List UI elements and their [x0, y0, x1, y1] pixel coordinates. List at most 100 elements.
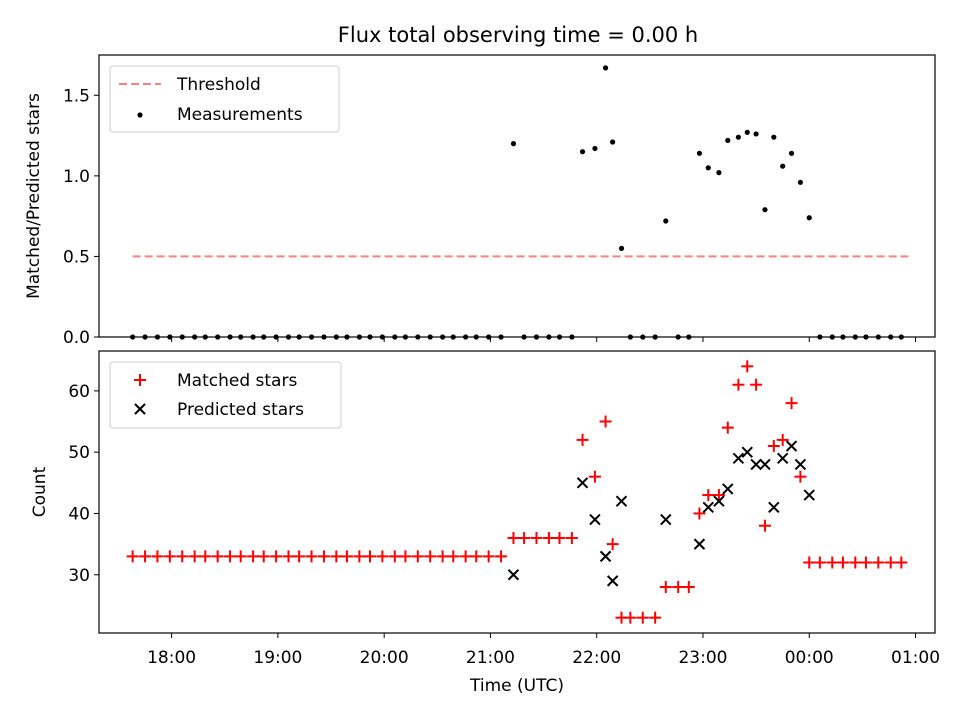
- ratio-y-axis-label: Matched/Predicted stars: [24, 93, 44, 299]
- measurement-point: [618, 245, 625, 251]
- matched-star-point: [624, 611, 637, 624]
- measurement-point: [179, 334, 185, 340]
- measurement-point: [627, 334, 633, 340]
- measurement-point: [379, 334, 385, 340]
- measurement-point: [705, 165, 711, 171]
- matched-star-point: [803, 556, 816, 569]
- matched-star-point: [767, 440, 780, 453]
- matched-star-point: [636, 611, 649, 624]
- predicted-star-point: [759, 458, 771, 471]
- predicted-star-point: [768, 501, 780, 514]
- measurement-point: [473, 334, 479, 340]
- matched-star-point: [672, 581, 685, 594]
- measurement-point: [863, 334, 869, 340]
- matched-star-point: [376, 550, 389, 563]
- matched-star-point: [459, 550, 472, 563]
- measurement-point: [888, 334, 894, 340]
- measurement-point: [771, 134, 777, 140]
- matched-star-point: [482, 550, 495, 563]
- ratio-legend: Threshold Measurements: [109, 65, 340, 133]
- predicted-star-point: [589, 513, 601, 526]
- matched-star-point: [447, 550, 460, 563]
- measurement-point: [797, 179, 803, 185]
- measurement-point: [367, 334, 373, 340]
- matched-star-point: [234, 550, 247, 563]
- matched-star-point: [849, 556, 862, 569]
- predicted-star-point: [794, 458, 807, 471]
- matched-star-point: [712, 489, 725, 502]
- measurement-point: [675, 334, 681, 340]
- measurement-point: [167, 334, 173, 340]
- count-x-tick-label: 21:00: [466, 648, 515, 668]
- measurement-point: [333, 334, 339, 340]
- measurement-point: [450, 334, 456, 340]
- matched-star-point: [495, 550, 508, 563]
- measurement-point: [716, 170, 722, 176]
- measurement-point: [130, 334, 136, 340]
- measurement-point: [898, 334, 904, 340]
- matched-star-point: [507, 531, 520, 544]
- predicted-star-point: [803, 489, 815, 501]
- measurement-point: [875, 334, 881, 340]
- matched-star-point: [176, 550, 189, 563]
- measurement-point: [463, 334, 469, 340]
- measurement-point: [640, 334, 646, 340]
- matched-star-point: [388, 550, 401, 563]
- matched-star-point: [884, 556, 897, 569]
- x-axis-label: Time (UTC): [469, 676, 564, 696]
- predicted-legend-swatch: [134, 403, 146, 415]
- measurement-point: [556, 334, 563, 340]
- measurement-point: [806, 215, 812, 221]
- matched-star-point: [340, 550, 353, 563]
- measurement-point: [273, 334, 279, 340]
- predicted-star-point: [785, 440, 798, 452]
- matched-star-point: [606, 538, 619, 551]
- predicted-star-point: [776, 452, 789, 464]
- ratio-y-tick-label: 0.0: [63, 328, 90, 348]
- measurement-point: [546, 334, 552, 340]
- matched-legend-swatch: [134, 374, 146, 386]
- matched-star-point: [411, 550, 424, 563]
- ratio-y-tick-label: 1.0: [63, 167, 90, 187]
- measurement-point: [498, 334, 504, 340]
- measurement-point: [744, 129, 750, 135]
- ratio-y-tick-label: 0.5: [63, 247, 90, 267]
- matched-stars-points: [126, 360, 908, 624]
- threshold-legend-label: Threshold: [176, 75, 261, 95]
- measurement-point: [753, 131, 759, 137]
- count-x-tick-label: 01:00: [891, 648, 940, 668]
- matched-star-point: [163, 550, 176, 563]
- matched-star-point: [565, 531, 578, 544]
- measurement-point: [829, 334, 835, 340]
- chart-title: Flux total observing time = 0.00 h: [338, 23, 698, 47]
- measurement-point: [725, 137, 731, 144]
- matched-star-point: [741, 360, 754, 373]
- matched-star-point: [199, 550, 212, 563]
- predicted-star-point: [615, 495, 628, 507]
- ratio-y-tick-label: 1.5: [63, 86, 90, 106]
- measurement-point: [521, 334, 527, 340]
- matched-star-point: [270, 550, 283, 563]
- matched-star-point: [732, 378, 745, 391]
- matched-legend-label: Matched stars: [177, 371, 297, 391]
- matched-star-point: [859, 556, 872, 569]
- matched-star-point: [649, 611, 662, 624]
- measurement-point: [285, 334, 292, 340]
- matched-star-point: [247, 550, 260, 563]
- measurement-point: [780, 163, 786, 169]
- matched-star-point: [872, 556, 885, 569]
- measurement-point: [261, 334, 267, 340]
- matched-star-point: [530, 531, 543, 544]
- measurement-point: [762, 207, 768, 213]
- matched-star-point: [330, 550, 343, 563]
- measurement-point: [652, 334, 658, 340]
- matched-star-point: [126, 550, 139, 563]
- predicted-star-point: [722, 483, 734, 495]
- count-x-tick-label: 20:00: [360, 648, 409, 668]
- ratio-legend-box: [109, 65, 340, 133]
- predicted-star-point: [732, 452, 745, 464]
- matched-star-point: [436, 550, 449, 563]
- measurement-point: [663, 218, 669, 224]
- matched-star-point: [758, 519, 771, 532]
